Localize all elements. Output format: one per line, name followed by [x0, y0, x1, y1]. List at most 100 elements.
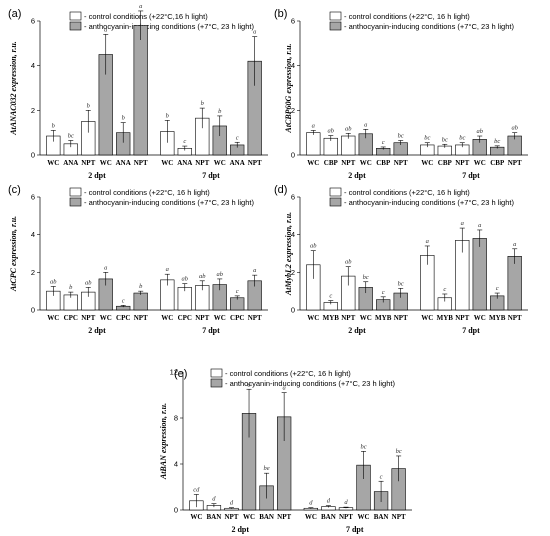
significance-letter: bc — [398, 280, 404, 287]
bar — [472, 238, 487, 311]
significance-letter: b — [166, 112, 170, 119]
group-label: 2 dpt — [88, 171, 106, 180]
x-tick-label: NPT — [341, 159, 355, 167]
panel-letter: (c) — [8, 184, 21, 196]
legend-label-control: - control conditions (+22°C, 16 h light) — [344, 188, 470, 197]
significance-letter: cd — [193, 486, 200, 493]
y-tick-label: 4 — [174, 460, 178, 469]
significance-letter: b — [201, 100, 205, 107]
x-tick-label: CBP — [438, 159, 453, 167]
legend-label-induced: - anthocyanin-inducing conditions (+7°C,… — [84, 22, 254, 31]
significance-letter: a — [166, 266, 169, 273]
y-tick-label: 4 — [291, 61, 295, 70]
x-tick-label: CBP — [376, 159, 391, 167]
x-tick-label: MYB — [489, 314, 506, 322]
significance-letter: bc — [494, 138, 500, 145]
legend-label-control: - control conditions (+22°C, 16 h light) — [84, 188, 210, 197]
significance-letter: ab — [511, 125, 518, 132]
y-tick-label: 4 — [291, 230, 295, 239]
significance-letter: a — [426, 238, 429, 245]
chart-panel-a: (a) - control conditions (+22°C,16 h ligh… — [8, 3, 268, 180]
y-tick-label: 2 — [31, 268, 35, 277]
y-axis-label: AtANAC032 expression, r.u. — [9, 41, 18, 136]
significance-letter: bc — [442, 136, 448, 143]
group-label: 7 dpt — [202, 171, 220, 180]
x-tick-label: MYB — [323, 314, 340, 322]
x-tick-label: WC — [357, 513, 369, 521]
significance-letter: a — [312, 122, 315, 129]
significance-letter: d — [327, 498, 331, 505]
significance-letter: a — [104, 26, 107, 33]
x-tick-label: WC — [100, 314, 112, 322]
x-tick-label: NPT — [195, 314, 209, 322]
x-tick-label: MYB — [375, 314, 392, 322]
y-tick-label: 6 — [291, 193, 295, 202]
significance-letter: c — [496, 285, 499, 292]
x-tick-label: MYB — [437, 314, 454, 322]
x-tick-label: CBP — [490, 159, 505, 167]
y-tick-label: 8 — [174, 414, 178, 423]
legend: - control conditions (+22°C, 16 h light)… — [329, 187, 514, 207]
x-tick-label: WC — [214, 314, 226, 322]
x-tick-label: WC — [243, 513, 255, 521]
group-label: 2 dpt — [88, 326, 106, 335]
significance-letter: ab — [85, 279, 92, 286]
chart-panel-b: (b) - control conditions (+22°C, 16 h lig… — [274, 8, 528, 180]
legend-swatch-control — [69, 11, 82, 21]
significance-letter: bc — [424, 135, 430, 142]
legend-label-control: - control conditions (+22°C, 16 h light) — [225, 369, 351, 378]
significance-letter: d — [212, 496, 216, 503]
group-label: 7 dpt — [462, 171, 480, 180]
y-tick-label: 2 — [291, 268, 295, 277]
x-tick-label: NPT — [339, 513, 353, 521]
significance-letter: a — [104, 264, 107, 271]
x-tick-label: WC — [307, 314, 319, 322]
chart-panel-d: (d) - control conditions (+22°C, 16 h lig… — [274, 184, 528, 335]
x-tick-label: WC — [47, 159, 59, 167]
x-tick-label: NPT — [508, 159, 522, 167]
significance-letter: d — [344, 499, 348, 506]
x-tick-label: CPC — [116, 314, 130, 322]
legend-swatch-control — [329, 187, 342, 197]
panel-letter: (d) — [274, 184, 287, 196]
chart-panel-c: (c) - control conditions (+22°C, 16 h lig… — [8, 184, 268, 335]
significance-letter: b — [87, 102, 91, 109]
x-tick-label: BAN — [207, 513, 222, 521]
x-tick-label: NPT — [455, 314, 469, 322]
y-tick-label: 6 — [31, 193, 35, 202]
bar — [133, 292, 148, 311]
panel-letter: (a) — [8, 8, 21, 20]
significance-letter: be — [264, 465, 270, 472]
significance-letter: c — [329, 293, 332, 300]
significance-letter: bc — [68, 132, 74, 139]
x-tick-label: WC — [305, 513, 317, 521]
group-label: 2 dpt — [348, 171, 366, 180]
bar — [306, 132, 321, 156]
x-tick-label: NPT — [134, 159, 148, 167]
legend-swatch-induced — [210, 378, 223, 388]
group-label: 7 dpt — [462, 326, 480, 335]
significance-letter: a — [513, 241, 516, 248]
x-tick-label: NPT — [394, 159, 408, 167]
y-axis-label: AtBAN expression, r.u. — [159, 403, 168, 480]
significance-letter: c — [382, 139, 385, 146]
x-tick-label: WC — [161, 314, 173, 322]
x-tick-label: WC — [474, 314, 486, 322]
significance-letter: b — [69, 284, 73, 291]
y-tick-label: 0 — [174, 506, 178, 515]
x-tick-label: NPT — [508, 314, 522, 322]
x-tick-label: NPT — [81, 314, 95, 322]
significance-letter: d — [309, 500, 313, 507]
legend-swatch-induced — [329, 21, 342, 31]
y-axis-label: AtCPC expression, r.u. — [9, 216, 18, 292]
significance-letter: ab — [199, 273, 206, 280]
y-tick-label: 0 — [31, 151, 35, 160]
x-tick-label: BAN — [374, 513, 389, 521]
significance-letter: ab — [182, 276, 189, 283]
significance-letter: ab — [216, 271, 223, 278]
legend-label-induced: - anthocyanin-inducing conditions (+7°C,… — [344, 198, 514, 207]
y-axis-label: AtMybL2 expression, r.u. — [284, 212, 293, 296]
significance-letter: a — [364, 121, 367, 128]
significance-letter: bc — [363, 274, 369, 281]
x-tick-label: WC — [307, 159, 319, 167]
